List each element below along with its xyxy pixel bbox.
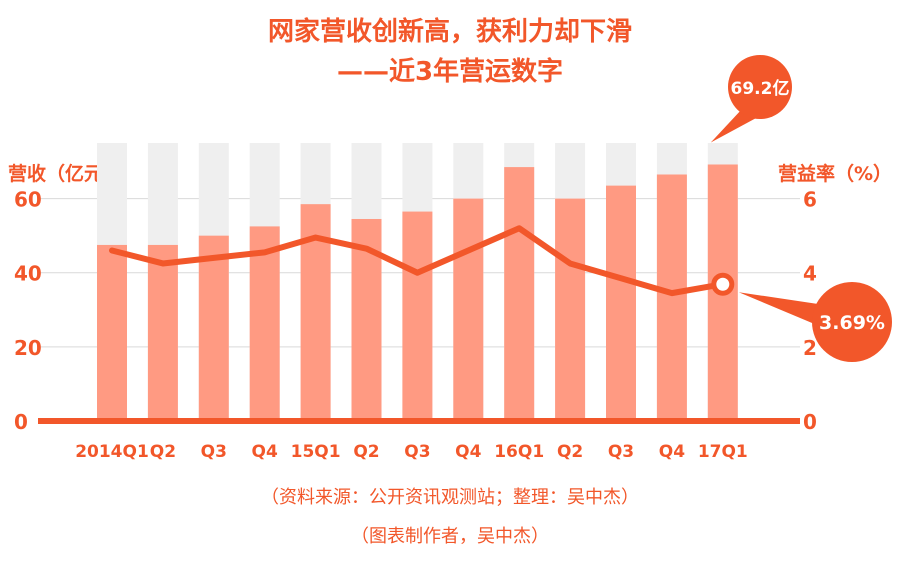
- revenue-bar: [402, 211, 433, 421]
- right-tick-label: 0: [803, 410, 817, 434]
- x-tick-label: 15Q1: [291, 442, 341, 462]
- margin-callout-pointer: [738, 292, 824, 328]
- margin-line: [109, 225, 726, 297]
- x-tick-label: 2014Q1: [75, 442, 149, 462]
- revenue-callout-label: 69.2亿: [731, 78, 790, 99]
- chart-subtitle: ——近3年营运数字: [337, 56, 563, 87]
- right-tick-label: 6: [803, 188, 817, 212]
- author-note: （图表制作者，吴中杰）: [351, 526, 549, 547]
- revenue-bar: [606, 185, 636, 421]
- left-tick-label: 60: [14, 188, 42, 212]
- left-tick-label: 20: [14, 336, 42, 360]
- x-tick-label: 17Q1: [698, 442, 748, 462]
- line-end-marker: [711, 272, 735, 296]
- chart-title: 网家营收创新高，获利力却下滑: [268, 16, 632, 47]
- left-axis-title: 营收（亿元）: [8, 162, 122, 185]
- revenue-bar: [656, 174, 687, 421]
- revenue-bar: [147, 244, 178, 421]
- revenue-bar: [504, 167, 535, 421]
- revenue-bar: [198, 235, 229, 421]
- revenue-bar: [453, 198, 484, 421]
- revenue-callout-bubble: [728, 55, 792, 119]
- margin-callout-bubble: [812, 282, 892, 362]
- left-tick-label: 40: [14, 262, 42, 286]
- x-tick-label: 16Q1: [494, 442, 544, 462]
- revenue-bar: [97, 244, 127, 421]
- x-tick-label: Q2: [557, 442, 583, 462]
- revenue-bar: [249, 226, 280, 421]
- x-tick-label: Q4: [455, 442, 481, 462]
- source-note: （资料来源：公开资讯观测站；整理：吴中杰）: [261, 487, 639, 508]
- right-tick-label: 4: [803, 262, 817, 286]
- revenue-callout-pointer: [710, 109, 758, 143]
- bars-series: [97, 164, 738, 422]
- revenue-bar: [555, 198, 586, 421]
- x-tick-label: Q3: [404, 442, 430, 462]
- line-series: [109, 225, 735, 297]
- x-tick-label: Q3: [201, 442, 227, 462]
- right-axis-title: 营益率（%）: [778, 162, 892, 185]
- x-tick-label: Q4: [252, 442, 278, 462]
- left-tick-label: 0: [14, 410, 28, 434]
- annotations: 69.2亿 3.69%: [710, 55, 892, 362]
- x-tick-label: Q3: [608, 442, 634, 462]
- x-tick-label: Q2: [150, 442, 176, 462]
- margin-callout-label: 3.69%: [819, 312, 885, 334]
- right-tick-label: 2: [803, 336, 817, 360]
- x-tick-label: Q4: [659, 442, 685, 462]
- x-tick-label: Q2: [353, 442, 379, 462]
